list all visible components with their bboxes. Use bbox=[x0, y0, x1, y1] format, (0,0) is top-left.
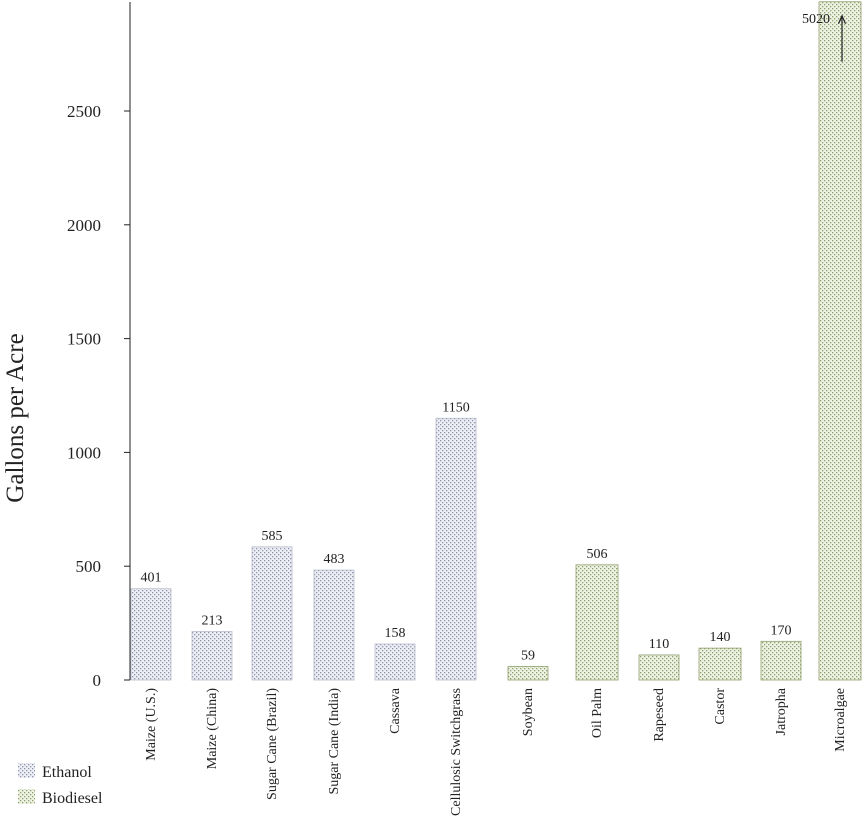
y-tick-label: 1000 bbox=[67, 443, 101, 462]
bar-maize-u-s bbox=[130, 588, 172, 681]
category-label: Sugar Cane (India) bbox=[327, 688, 342, 795]
bar-sugar-cane-india bbox=[313, 569, 355, 681]
legend-swatch-biodiesel bbox=[18, 789, 35, 804]
y-tick-label: 0 bbox=[93, 671, 102, 690]
bar-cellulosic-switchgrass bbox=[435, 417, 477, 681]
category-label: Jatropha bbox=[774, 687, 789, 735]
y-tick-label: 2500 bbox=[67, 102, 101, 121]
bar-oil-palm bbox=[575, 564, 619, 681]
legend-swatch-ethanol bbox=[18, 763, 35, 778]
category-label: Maize (U.S.) bbox=[144, 688, 159, 761]
y-tick-label: 500 bbox=[76, 557, 102, 576]
bars bbox=[130, 1, 862, 681]
value-label: 483 bbox=[324, 552, 345, 567]
category-label: Cassava bbox=[388, 687, 403, 734]
legend-label-biodiesel: Biodiesel bbox=[42, 790, 103, 807]
category-label: Soybean bbox=[521, 688, 536, 736]
bar-maize-china bbox=[191, 631, 233, 681]
bar-jatropha bbox=[760, 640, 802, 681]
value-label: 110 bbox=[649, 637, 669, 652]
y-axis-ticks: 0 500 1000 1500 2000 2500 bbox=[67, 102, 130, 690]
value-label: 213 bbox=[202, 614, 223, 629]
value-label: 585 bbox=[262, 529, 283, 544]
value-label: 59 bbox=[521, 649, 535, 664]
y-tick-label: 2000 bbox=[67, 216, 101, 235]
bar-microalgae bbox=[818, 1, 862, 681]
category-label: Oil Palm bbox=[590, 688, 605, 738]
value-label: 5020 bbox=[802, 12, 830, 27]
value-label: 158 bbox=[385, 626, 406, 641]
category-label: Rapeseed bbox=[652, 688, 667, 742]
bar-rapeseed bbox=[638, 654, 680, 681]
value-label: 1150 bbox=[442, 400, 469, 415]
bar-cassava bbox=[374, 643, 416, 681]
bar-sugar-cane-brazil bbox=[251, 546, 293, 681]
value-label: 140 bbox=[710, 630, 731, 645]
legend: Ethanol Biodiesel bbox=[18, 763, 103, 807]
category-label: Sugar Cane (Brazil) bbox=[265, 688, 280, 800]
value-label: 506 bbox=[587, 547, 608, 562]
category-label: Cellulosic Switchgrass bbox=[449, 688, 464, 816]
value-label: 401 bbox=[141, 571, 162, 586]
category-label: Microalgae bbox=[833, 688, 848, 752]
legend-label-ethanol: Ethanol bbox=[42, 764, 92, 781]
category-label: Maize (China) bbox=[205, 688, 220, 770]
y-axis-label: Gallons per Acre bbox=[2, 333, 29, 502]
y-tick-label: 1500 bbox=[67, 330, 101, 349]
bar-soybean bbox=[507, 666, 549, 681]
truncation-arrow-head bbox=[837, 14, 847, 24]
bar-castor bbox=[698, 647, 742, 681]
category-label: Castor bbox=[713, 688, 728, 725]
category-labels: Maize (U.S.) Maize (China) Sugar Cane (Bra… bbox=[144, 687, 848, 816]
value-labels: 401 213 585 483 158 1150 59 506 110 140 170 5020 bbox=[141, 12, 847, 664]
value-label: 170 bbox=[771, 623, 792, 638]
